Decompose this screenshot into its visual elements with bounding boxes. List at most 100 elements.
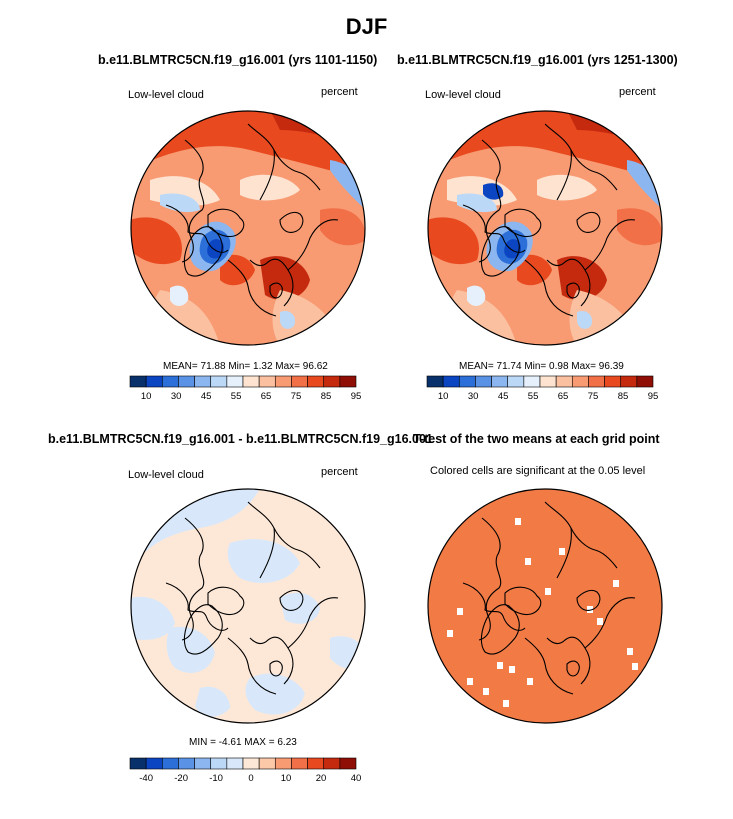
colorbar-cell xyxy=(258,757,276,770)
colorbar-tick-label: 75 xyxy=(291,391,302,402)
colorbar-cell xyxy=(210,375,228,388)
colorbar-cell xyxy=(291,757,308,770)
coastline-1 xyxy=(462,204,526,253)
colorbar-cell xyxy=(555,375,573,388)
colorbar-tick-label: 95 xyxy=(648,391,659,402)
cloud-patch-b xyxy=(577,310,593,329)
coastline-10 xyxy=(269,660,283,677)
insignificant-cell-6 xyxy=(545,588,551,595)
panel1-stats: MEAN= 71.88 Min= 1.32 Max= 96.62 xyxy=(163,361,328,372)
insignificant-cell-4 xyxy=(497,662,503,669)
greenland-core xyxy=(207,239,224,259)
cloud-region-9 xyxy=(320,208,365,246)
colorbar-tick-label: 30 xyxy=(468,391,479,402)
coastline-6 xyxy=(227,259,277,317)
map-field xyxy=(428,489,662,723)
map-border xyxy=(427,110,663,346)
diff-negative-1 xyxy=(227,539,300,583)
coastline-9 xyxy=(279,211,304,233)
coastline-2 xyxy=(504,208,542,238)
panel3-title: b.e11.BLMTRC5CN.f19_g16.001 - b.e11.BLMT… xyxy=(48,432,433,446)
panel2-map xyxy=(427,110,663,346)
coastline-3 xyxy=(183,226,223,277)
cloud-region-7 xyxy=(557,256,607,300)
cloud-region-5 xyxy=(131,217,182,265)
colorbar-cell xyxy=(274,757,292,770)
panel1-colorbar: 10 30 45 55 65 75 85 95 xyxy=(129,375,361,402)
insignificant-cell-16 xyxy=(527,678,533,685)
coastline-10 xyxy=(566,282,580,299)
panel3-right-label: percent xyxy=(321,466,358,478)
colorbar-cell xyxy=(458,375,476,388)
colorbar-tick-label: 45 xyxy=(201,391,212,402)
colorbar-tick-label: 40 xyxy=(351,773,362,784)
map-border xyxy=(130,488,366,724)
insignificant-cell-3 xyxy=(447,630,453,637)
coastline-8 xyxy=(584,219,636,271)
insignificant-cell-0 xyxy=(515,518,521,525)
panel4-map xyxy=(427,488,663,724)
colorbar-tick-label: 30 xyxy=(171,391,182,402)
insignificant-cell-2 xyxy=(457,608,463,615)
colorbar-tick-label: 85 xyxy=(618,391,629,402)
coastline-9 xyxy=(279,589,304,611)
coastlines xyxy=(165,123,339,317)
coastline-7 xyxy=(546,258,591,307)
colorbar-cell xyxy=(339,757,357,770)
panel1-right-label: percent xyxy=(321,86,358,98)
insignificant-cell-15 xyxy=(613,580,619,587)
insignificant-cell-14 xyxy=(559,548,565,555)
coastline-5 xyxy=(570,149,618,191)
colorbar-tick-label: 85 xyxy=(321,391,332,402)
coastline-10 xyxy=(269,282,283,299)
colorbar-cell xyxy=(475,375,492,388)
colorbar-tick-label: 45 xyxy=(498,391,509,402)
colorbar-tick-label: -20 xyxy=(174,773,188,784)
colorbar-cell xyxy=(194,375,212,388)
cloud-region-5 xyxy=(428,217,479,265)
colorbar-cell xyxy=(129,375,147,388)
coastline-8 xyxy=(287,219,339,271)
coastline-2 xyxy=(504,586,542,616)
colorbar-cell xyxy=(291,375,308,388)
coastline-3 xyxy=(183,604,223,655)
colorbar-cell xyxy=(507,375,525,388)
colorbar-cell xyxy=(274,375,292,388)
panel2-colorbar: 10 30 45 55 65 75 85 95 xyxy=(426,375,658,402)
panel3-left-label: Low-level cloud xyxy=(128,469,204,481)
diff-negative-7 xyxy=(195,686,230,717)
colorbar-cell xyxy=(523,375,541,388)
cloud-region-3 xyxy=(457,193,497,213)
colorbar-cell xyxy=(145,375,163,388)
colorbar-cell xyxy=(323,757,341,770)
coastline-0 xyxy=(181,139,205,263)
colorbar-cell xyxy=(539,375,557,388)
colorbar-cell xyxy=(210,757,228,770)
coastline-1 xyxy=(165,582,229,631)
colorbar-tick-label: 55 xyxy=(528,391,539,402)
colorbar-cell xyxy=(588,375,605,388)
colorbar-cell xyxy=(307,375,325,388)
coastline-1 xyxy=(165,204,229,253)
colorbar-cell xyxy=(226,757,244,770)
colorbar-cell xyxy=(161,375,179,388)
colorbar-tick-label: 75 xyxy=(588,391,599,402)
colorbar-tick-label: 0 xyxy=(248,773,253,784)
coastline-0 xyxy=(478,139,502,263)
panel2-right-label: percent xyxy=(619,86,656,98)
cloud-region-7 xyxy=(260,256,310,300)
colorbar-cell xyxy=(178,375,195,388)
cloud-patch-a xyxy=(170,285,189,306)
colorbar-cell xyxy=(178,757,195,770)
cloud-region-11 xyxy=(627,160,662,210)
map-border xyxy=(130,110,366,346)
cloud-patch-b xyxy=(280,310,296,329)
coastlines xyxy=(462,123,636,317)
cloud-region-4 xyxy=(240,174,300,201)
colorbar-cell xyxy=(242,757,260,770)
insignificant-cell-10 xyxy=(632,663,638,670)
insignificant-cell-11 xyxy=(483,688,489,695)
figure-title: DJF xyxy=(345,14,388,39)
colorbar-tick-label: 65 xyxy=(261,391,272,402)
coastline-6 xyxy=(524,637,574,695)
